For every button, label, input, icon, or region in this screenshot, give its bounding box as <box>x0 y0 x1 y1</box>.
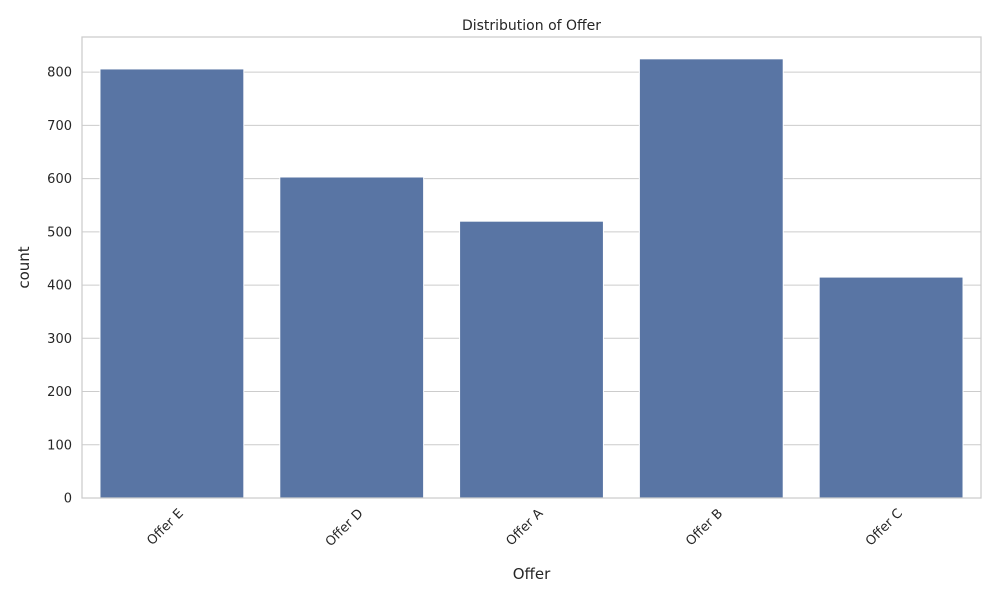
x-tick-label: Offer E <box>144 506 186 548</box>
bar-offer-a <box>459 220 604 499</box>
bar-offer-d <box>279 176 425 499</box>
y-tick-label: 700 <box>47 119 72 134</box>
x-tick-label: Offer D <box>323 506 367 550</box>
y-tick-labels: 0 100 200 300 400 500 600 700 800 <box>47 66 72 507</box>
y-tick-label: 800 <box>47 66 72 81</box>
chart-title: Distribution of Offer <box>462 18 601 34</box>
y-tick-label: 500 <box>47 225 72 240</box>
x-tick-label: Offer B <box>683 506 726 549</box>
bars <box>99 58 964 499</box>
y-tick-label: 100 <box>47 438 72 453</box>
y-tick-label: 300 <box>47 332 72 347</box>
x-tick-labels: Offer E Offer D Offer A Offer B Offer C <box>144 506 906 550</box>
bar-offer-c <box>818 276 964 499</box>
x-axis-label: Offer <box>513 565 551 583</box>
x-tick-label: Offer C <box>863 506 906 549</box>
y-tick-label: 600 <box>47 172 72 187</box>
plot-frame <box>81 36 982 499</box>
y-tick-label: 0 <box>64 492 72 507</box>
bar-offer-e <box>99 68 245 499</box>
y-axis-label: count <box>15 246 33 288</box>
y-tick-label: 200 <box>47 385 72 400</box>
bar-offer-b <box>638 58 784 499</box>
x-tick-label: Offer A <box>504 506 547 549</box>
y-tick-label: 400 <box>47 279 72 294</box>
